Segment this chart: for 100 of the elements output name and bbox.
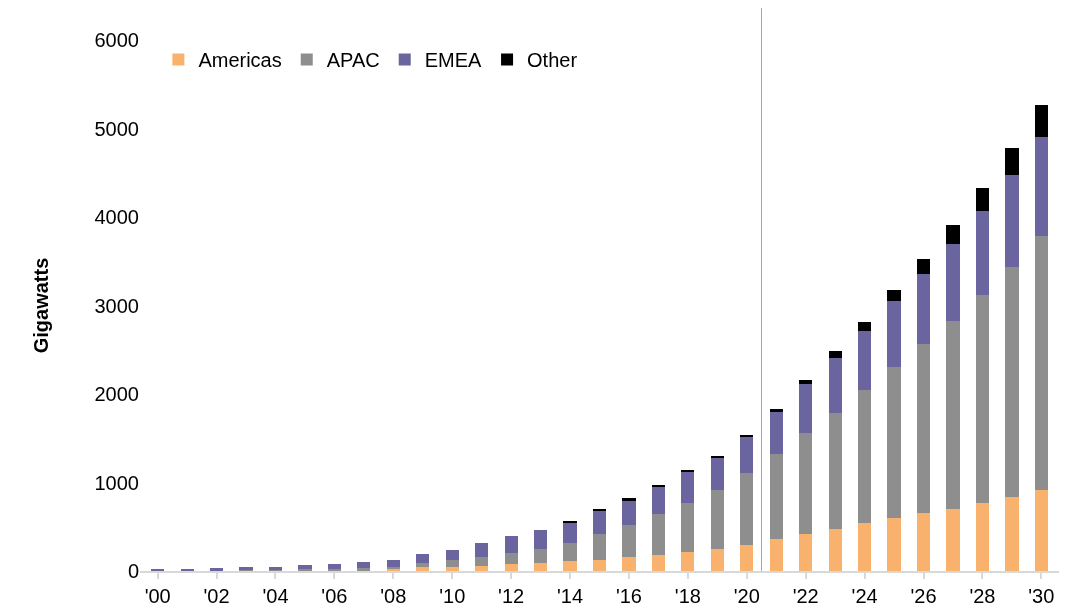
bar [710,548,724,571]
bar [946,509,960,571]
y-tick-label: 4000 [94,206,139,228]
bar [769,454,783,540]
bar [622,524,636,557]
y-tick-label: 5000 [94,117,139,140]
bar [475,565,489,571]
bar [799,384,813,433]
bar [857,331,872,391]
bar [887,301,901,367]
x-tick-label: '10 [439,585,466,607]
bar [916,273,931,345]
x-tick-label: '22 [792,585,819,607]
bar [622,498,636,501]
bar [651,486,666,515]
x-tick-label: '20 [733,585,760,607]
bar [946,243,960,321]
bar [1005,175,1019,267]
bar [357,562,371,569]
bar [533,530,548,549]
bar [651,555,666,571]
bar [504,553,518,564]
x-tick-label: '18 [674,585,701,607]
bar [799,533,813,571]
legend-label: APAC [326,49,380,72]
bar [857,322,872,332]
bar [386,559,400,567]
bar [592,533,607,560]
y-tick-label: 2000 [94,383,139,405]
bar [445,560,459,567]
bar [681,471,695,503]
bar [475,542,489,557]
bar [475,556,489,566]
x-tick-label: '28 [969,585,996,607]
bar [710,457,724,491]
bar [975,502,990,571]
bar [1034,489,1048,571]
bar [504,563,518,571]
bar [1005,496,1019,571]
bar [916,344,931,514]
bar [916,259,931,274]
bar [857,390,872,524]
bar [209,568,224,571]
bar [1034,137,1048,237]
legend-label: Americas [198,49,282,72]
bar [563,542,577,562]
bar [769,539,783,571]
x-tick-label: '16 [615,585,642,607]
bar [416,567,430,571]
bar [975,187,990,211]
bar [592,510,607,534]
bar [887,517,901,571]
bar [445,549,459,561]
bar [327,563,342,570]
bar [651,514,666,556]
bar [622,500,636,525]
x-tick-label: '00 [144,585,171,607]
bar [916,513,931,571]
y-tick-label: 3000 [94,294,139,317]
y-axis-title: Gigawatts [30,257,52,354]
bar [828,528,842,571]
bar [946,320,960,510]
bar [533,563,548,571]
bar [799,432,813,534]
x-tick-label: '12 [498,585,525,607]
bar [769,411,783,455]
bar [946,224,960,244]
bar [416,554,430,564]
bar [887,366,901,518]
x-tick-label: '26 [910,585,937,607]
bar [563,561,577,571]
bar [857,523,872,571]
bar [1005,266,1019,497]
bar [828,412,842,529]
bar [681,502,695,552]
bar [740,472,754,546]
bar [740,436,754,473]
x-tick-label: '04 [262,585,289,607]
x-tick-label: '14 [557,585,584,607]
bar [828,350,842,358]
x-tick-label: '30 [1028,585,1055,607]
x-tick-label: '06 [321,585,348,607]
y-tick-label: 1000 [94,471,139,494]
x-tick-label: '02 [203,585,230,607]
bar [710,455,724,458]
bar [769,409,783,412]
bar [975,210,990,295]
bar [622,556,636,571]
bar [563,522,577,543]
bar [887,290,901,302]
bar [740,545,754,571]
bar [681,551,695,571]
x-tick-label: '08 [380,585,407,607]
bar [504,536,518,554]
bar [975,294,990,503]
bar [710,490,724,549]
bar [1034,236,1048,490]
bar [298,564,312,570]
x-tick-label: '24 [851,585,878,607]
bar [592,559,607,571]
